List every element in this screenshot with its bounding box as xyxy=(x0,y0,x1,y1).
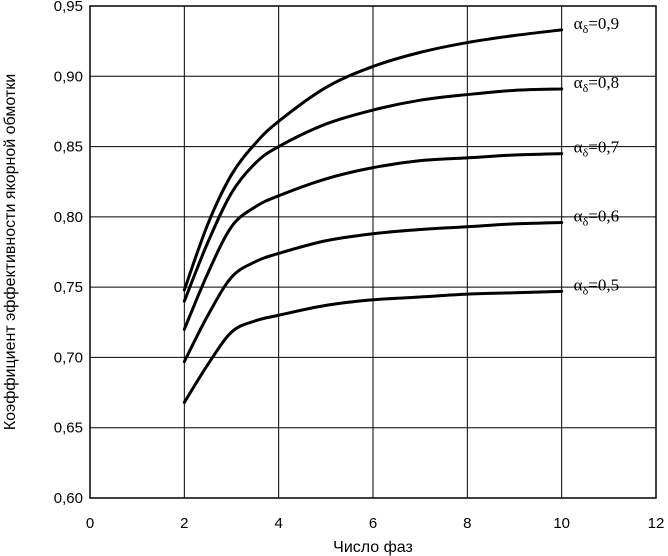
series-label: αδ=0,6 xyxy=(574,206,619,228)
tick-labels: 0 2 4 6 8 10 12 0,60 0,65 0,70 0,75 0,80 0,85 0,90 0,9… xyxy=(54,0,665,532)
series-line xyxy=(182,289,564,404)
y-tick-label: 0,90 xyxy=(54,68,83,85)
x-tick-label: 2 xyxy=(180,515,188,532)
x-axis-title: Число фаз xyxy=(333,539,413,556)
y-tick-label: 0,70 xyxy=(54,349,83,366)
x-tick-label: 10 xyxy=(553,515,570,532)
y-tick-label: 0,65 xyxy=(54,420,83,437)
y-axis-title: Коэффициент эффективности якорной обмотк… xyxy=(2,74,19,430)
y-tick-label: 0,80 xyxy=(54,209,83,226)
y-tick-label: 0,60 xyxy=(54,490,83,507)
plot-frame xyxy=(89,5,657,499)
series-line xyxy=(182,220,564,364)
series-curves xyxy=(182,28,564,404)
grid xyxy=(90,6,656,498)
series-line xyxy=(182,152,564,331)
series-line xyxy=(182,28,564,292)
x-tick-label: 12 xyxy=(648,515,665,532)
x-tick-label: 4 xyxy=(274,515,282,532)
series-label: αδ=0,8 xyxy=(574,73,619,95)
x-tick-label: 6 xyxy=(369,515,377,532)
series-label: αδ=0,7 xyxy=(574,138,620,160)
x-tick-label: 0 xyxy=(86,515,94,532)
x-tick-label: 8 xyxy=(463,515,471,532)
series-label: αδ=0,9 xyxy=(574,14,619,36)
series-label: αδ=0,5 xyxy=(574,275,619,297)
y-tick-label: 0,85 xyxy=(54,139,83,156)
series-line xyxy=(182,87,564,303)
y-tick-label: 0,75 xyxy=(54,279,83,296)
series-labels: αδ=0,9 αδ=0,8 αδ=0,7 αδ=0,6 αδ=0,5 xyxy=(574,14,620,297)
y-tick-label: 0,95 xyxy=(54,0,83,15)
